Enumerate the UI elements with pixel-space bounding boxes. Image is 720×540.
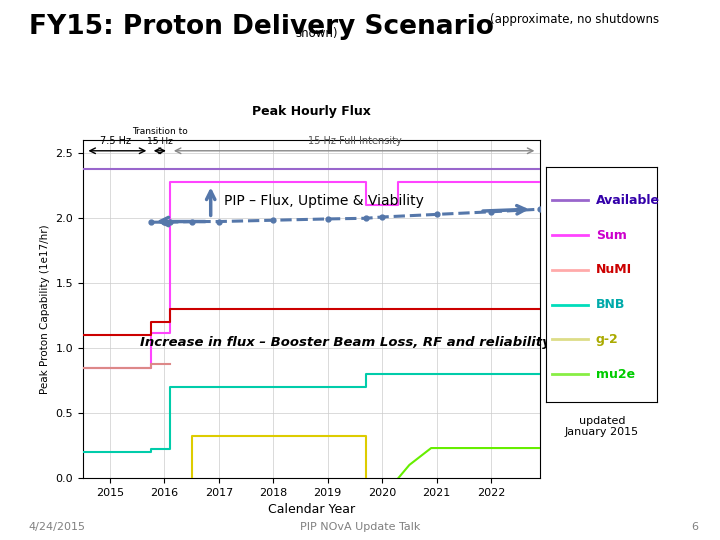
Text: g-2: g-2 bbox=[596, 333, 618, 346]
Text: 4/24/2015: 4/24/2015 bbox=[29, 522, 86, 532]
Title: Peak Hourly Flux: Peak Hourly Flux bbox=[252, 105, 371, 118]
Text: mu2e: mu2e bbox=[596, 368, 635, 381]
Text: Transition to
15 Hz: Transition to 15 Hz bbox=[132, 127, 187, 146]
Text: 6: 6 bbox=[691, 522, 698, 532]
Text: PIP NOvA Update Talk: PIP NOvA Update Talk bbox=[300, 522, 420, 532]
Text: Sum: Sum bbox=[596, 228, 627, 241]
Text: 15 Hz Full Intensity: 15 Hz Full Intensity bbox=[308, 136, 402, 146]
Text: FY15: Proton Delivery Scenario: FY15: Proton Delivery Scenario bbox=[29, 14, 494, 39]
X-axis label: Calendar Year: Calendar Year bbox=[268, 503, 355, 516]
Text: shown): shown) bbox=[295, 27, 338, 40]
Y-axis label: Peak Proton Capability (1e17/hr): Peak Proton Capability (1e17/hr) bbox=[40, 224, 50, 394]
Text: Available: Available bbox=[596, 194, 660, 207]
Text: (approximate, no shutdowns: (approximate, no shutdowns bbox=[490, 14, 659, 26]
Text: 7.5 Hz: 7.5 Hz bbox=[100, 136, 131, 146]
Text: BNB: BNB bbox=[596, 298, 626, 311]
Text: NuMI: NuMI bbox=[596, 264, 632, 276]
Text: updated
January 2015: updated January 2015 bbox=[565, 416, 639, 437]
Text: Increase in flux – Booster Beam Loss, RF and reliability: Increase in flux – Booster Beam Loss, RF… bbox=[140, 336, 551, 349]
Text: PIP – Flux, Uptime & Viability: PIP – Flux, Uptime & Viability bbox=[225, 194, 424, 208]
